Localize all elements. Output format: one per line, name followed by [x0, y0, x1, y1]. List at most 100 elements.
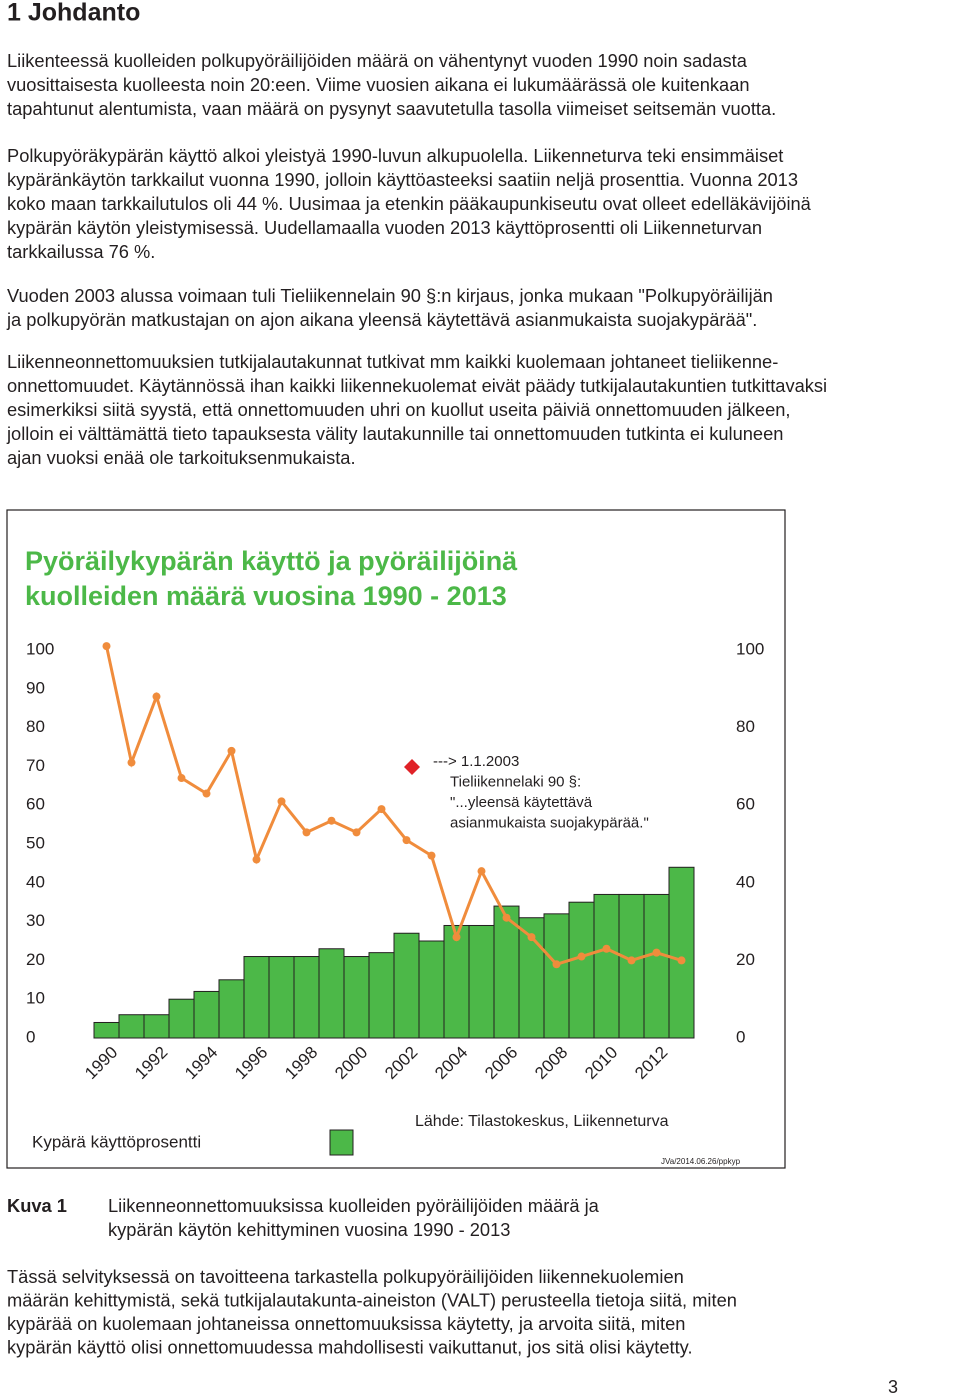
line-point	[277, 797, 286, 806]
paragraph-line: ajan vuoksi enää ole tarkoituksenmukaist…	[7, 447, 356, 468]
bar	[193, 990, 220, 1039]
bar	[93, 1021, 120, 1039]
y-tick-label: 90	[26, 678, 45, 697]
bar	[293, 956, 320, 1039]
line-point	[677, 956, 686, 965]
y2-tick-label: 0	[736, 1027, 745, 1046]
paragraph-line: kypärän käyttö olisi onnettomuudessa mah…	[7, 1336, 693, 1357]
paragraph-line: koko maan tarkkailutulos oli 44 %. Uusim…	[7, 193, 812, 214]
chart-title: Pyöräilykypärän käyttö ja pyöräilijöinä	[25, 546, 518, 576]
line-point	[152, 692, 161, 701]
line-point	[227, 746, 236, 755]
heading: 1 Johdanto	[7, 0, 140, 27]
paragraph-line: esimerkiksi siitä syystä, että onnettomu…	[7, 399, 791, 420]
bar	[643, 893, 670, 1039]
paragraph-line: kypäränkäytön tarkkailut vuonna 1990, jo…	[7, 169, 798, 190]
y2-tick-label: 100	[736, 639, 764, 658]
y-tick-label: 0	[26, 1027, 35, 1046]
line-point	[352, 828, 361, 837]
annotation: ---> 1.1.2003	[433, 753, 519, 770]
bar	[618, 893, 645, 1039]
y-tick-label: 10	[26, 989, 45, 1008]
x-tick-label: 1996	[231, 1043, 271, 1083]
x-tick-label: 1994	[181, 1043, 221, 1083]
line-point	[202, 789, 211, 798]
y-tick-label: 60	[26, 795, 45, 814]
bar	[243, 956, 270, 1039]
x-tick-label: 1990	[81, 1043, 121, 1083]
line-point	[602, 944, 611, 953]
paragraph-line: Vuoden 2003 alussa voimaan tuli Tieliike…	[7, 285, 773, 306]
bar	[218, 979, 245, 1039]
bar	[593, 893, 620, 1039]
paragraph-line: Tässä selvityksessä on tavoitteena tarka…	[7, 1266, 684, 1287]
paragraph-line: Liikenteessä kuolleiden polkupyöräilijöi…	[7, 50, 748, 71]
bar	[268, 956, 295, 1039]
x-tick-label: 2010	[581, 1043, 621, 1083]
legend-swatch	[329, 1129, 354, 1156]
y-tick-label: 40	[26, 872, 45, 891]
paragraph-line: onnettomuudet. Käytännössä ihan kaikki l…	[7, 375, 827, 396]
paragraph-line: kypärän käytön yleistymisessä. Uudellama…	[7, 217, 762, 238]
bar	[168, 998, 195, 1039]
y-tick-label: 50	[26, 833, 45, 852]
annotation: asianmukaista suojakypärää."	[450, 814, 649, 831]
annotation: Tieliikennelaki 90 §:	[450, 773, 581, 790]
y2-tick-label: 40	[736, 872, 755, 891]
bar	[418, 940, 445, 1039]
line-point	[627, 956, 636, 965]
x-tick-label: 2008	[531, 1043, 571, 1083]
chart-frame	[6, 509, 786, 1169]
x-tick-label: 1998	[281, 1043, 321, 1083]
line-point	[252, 855, 261, 864]
source: Lähde: Tilastokeskus, Liikenneturva	[415, 1113, 669, 1130]
line-point	[377, 805, 386, 814]
line	[105, 645, 682, 966]
bar	[118, 1014, 145, 1039]
paragraph-line: Liikenneonnettomuuksien tutkijalautakunn…	[7, 351, 778, 372]
paragraph-line: tapahtunut alentumista, vaan määrä on py…	[7, 98, 776, 119]
caption-line: kypärän käytön kehittyminen vuosina 1990…	[108, 1219, 510, 1240]
line-point	[652, 948, 661, 957]
line-point	[527, 933, 536, 942]
line-point	[102, 642, 111, 651]
x-tick-label: 2000	[331, 1043, 371, 1083]
y2-tick-label: 80	[736, 717, 755, 736]
y2-tick-label: 60	[736, 795, 755, 814]
annotation-marker	[404, 759, 420, 775]
stamp: JVa/2014.06.26/ppkyp	[661, 1157, 741, 1166]
bar	[143, 1014, 170, 1039]
bar	[443, 924, 470, 1039]
paragraph-line: ja polkupyörän matkustajan on ajon aikan…	[6, 309, 757, 330]
x-tick-label: 2004	[431, 1043, 471, 1083]
caption-line: Liikenneonnettomuuksissa kuolleiden pyör…	[108, 1195, 600, 1216]
chart-title: kuolleiden määrä vuosina 1990 - 2013	[25, 581, 507, 611]
line-point	[402, 836, 411, 845]
paragraph-line: vuosittaisesta kuolleesta noin 20:een. V…	[7, 74, 750, 95]
x-tick-label: 2012	[631, 1043, 671, 1083]
x-tick-label: 2006	[481, 1043, 521, 1083]
line-point	[427, 851, 436, 860]
caption-label: Kuva 1	[7, 1195, 67, 1216]
paragraph-line: Polkupyöräkypärän käyttö alkoi yleistyä …	[7, 145, 783, 166]
paragraph-line: jolloin ei välttämättä tieto tapauksesta…	[6, 423, 783, 444]
bar	[543, 913, 570, 1039]
bar	[393, 932, 420, 1039]
x-tick-label: 2002	[381, 1043, 421, 1083]
line-point	[127, 758, 136, 767]
line-point	[302, 828, 311, 837]
line-point	[477, 867, 486, 876]
bar	[568, 901, 595, 1039]
bar	[468, 924, 495, 1039]
line-point	[577, 952, 586, 961]
line-point	[502, 913, 511, 922]
y-tick-label: 20	[26, 950, 45, 969]
line-point	[552, 960, 561, 969]
x-tick-label: 1992	[131, 1043, 171, 1083]
y-tick-label: 80	[26, 717, 45, 736]
bar	[318, 948, 345, 1039]
y-tick-label: 100	[26, 639, 54, 658]
annotation: "...yleensä käytettävä	[450, 794, 593, 811]
